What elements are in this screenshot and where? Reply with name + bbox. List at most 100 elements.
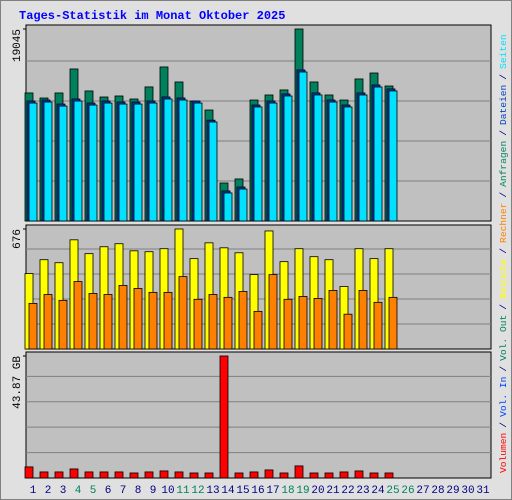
bar xyxy=(159,470,169,479)
bar xyxy=(219,355,229,479)
legend-entry: Vol. Out xyxy=(498,315,509,361)
bar xyxy=(114,471,124,479)
legend-entry: Dateien xyxy=(498,85,509,125)
bar xyxy=(223,192,233,222)
bar xyxy=(238,291,248,350)
legend-separator: / xyxy=(498,192,509,198)
legend-entry: Vol. In xyxy=(498,377,509,417)
x-tick-label: 7 xyxy=(120,485,127,497)
bar xyxy=(388,296,398,350)
x-tick-label: 13 xyxy=(206,485,219,497)
bar xyxy=(129,472,139,479)
legend: Volumen / Vol. In / Vol. Out / Besuche / Rechner… xyxy=(498,34,509,473)
bar xyxy=(54,471,64,479)
bar xyxy=(238,188,248,222)
x-tick-label: 1 xyxy=(30,485,37,497)
bar xyxy=(144,471,154,479)
plot-area xyxy=(25,351,492,479)
x-tick-label: 25 xyxy=(386,485,399,497)
bar xyxy=(193,298,203,350)
x-tick-label: 6 xyxy=(105,485,112,497)
bar xyxy=(133,103,143,222)
legend-entry: Rechner xyxy=(498,203,509,243)
bar xyxy=(43,101,53,222)
bar xyxy=(43,294,53,350)
x-tick-label: 4 xyxy=(75,485,82,497)
bar xyxy=(88,104,98,222)
x-tick-label: 11 xyxy=(176,485,190,497)
bar xyxy=(73,100,83,222)
bar xyxy=(84,471,94,479)
bar xyxy=(208,294,218,350)
bar xyxy=(223,296,233,350)
bar xyxy=(118,285,128,350)
bar xyxy=(103,294,113,350)
bar xyxy=(328,101,338,222)
x-tick-label: 29 xyxy=(446,485,459,497)
bar xyxy=(174,471,184,479)
bar xyxy=(193,102,203,222)
x-tick-label: 19 xyxy=(296,485,309,497)
bar xyxy=(343,313,353,350)
x-tick-label: 9 xyxy=(150,485,157,497)
bar xyxy=(73,281,83,350)
bar xyxy=(234,472,244,479)
bar xyxy=(103,102,113,222)
bar xyxy=(294,465,304,479)
bar xyxy=(313,298,323,350)
bar xyxy=(373,86,383,222)
x-tick-label: 22 xyxy=(341,485,354,497)
bar xyxy=(339,471,349,479)
bar xyxy=(369,472,379,479)
bar xyxy=(163,291,173,350)
x-tick-label: 10 xyxy=(161,485,174,497)
bar xyxy=(298,296,308,350)
bar xyxy=(58,299,68,350)
x-tick-label: 8 xyxy=(135,485,142,497)
bar xyxy=(118,103,128,222)
bar xyxy=(178,99,188,222)
bar xyxy=(279,472,289,479)
bar xyxy=(354,470,364,479)
x-tick-label: 20 xyxy=(311,485,324,497)
y-tick-label: 19045 xyxy=(12,29,24,62)
bar xyxy=(28,102,38,222)
bar xyxy=(343,106,353,222)
x-tick-label: 5 xyxy=(90,485,97,497)
x-tick-label: 2 xyxy=(45,485,52,497)
bar xyxy=(28,302,38,350)
x-tick-label: 31 xyxy=(476,485,490,497)
bar xyxy=(253,106,263,222)
legend-entry: Besuche xyxy=(498,258,509,299)
legend-separator: / xyxy=(498,248,509,254)
bar xyxy=(208,121,218,222)
x-tick-label: 15 xyxy=(236,485,249,497)
bar xyxy=(133,288,143,350)
x-tick-label: 28 xyxy=(431,485,444,497)
bar xyxy=(189,472,199,479)
legend-separator: / xyxy=(498,422,509,428)
legend-entry: Anfragen xyxy=(498,141,509,187)
bar xyxy=(148,102,158,222)
bar xyxy=(283,298,293,350)
bar xyxy=(253,310,263,350)
bar xyxy=(358,290,368,350)
x-tick-label: 3 xyxy=(60,485,67,497)
x-tick-label: 18 xyxy=(281,485,294,497)
bar xyxy=(163,98,173,222)
bar xyxy=(88,293,98,350)
bar xyxy=(39,471,49,479)
x-tick-label: 30 xyxy=(461,485,474,497)
bar xyxy=(358,94,368,222)
x-tick-label: 17 xyxy=(266,485,279,497)
legend-entry: Volumen xyxy=(498,433,509,473)
x-tick-label: 24 xyxy=(371,485,385,497)
bar xyxy=(24,466,34,479)
bar xyxy=(384,472,394,479)
bar xyxy=(178,276,188,350)
legend-entry: Seiten xyxy=(498,34,509,69)
bar xyxy=(69,468,79,479)
x-tick-label: 27 xyxy=(416,485,429,497)
bar xyxy=(283,95,293,222)
